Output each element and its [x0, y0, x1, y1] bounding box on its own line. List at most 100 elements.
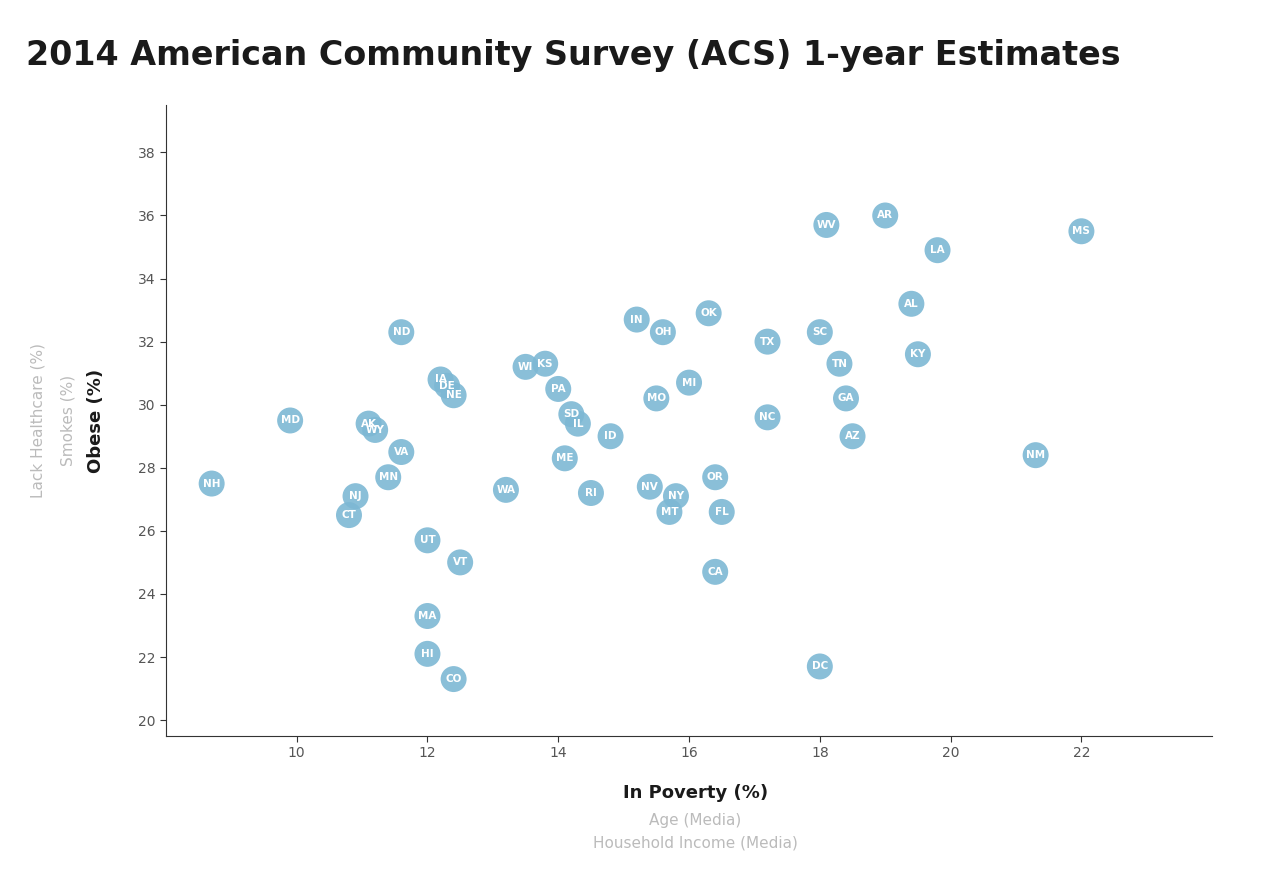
- Point: [875, 208, 896, 223]
- Text: Household Income (Media): Household Income (Media): [593, 835, 798, 851]
- Text: MO: MO: [647, 393, 666, 404]
- Text: NC: NC: [759, 413, 776, 422]
- Point: [901, 297, 921, 311]
- Point: [444, 388, 464, 402]
- Point: [712, 505, 732, 519]
- Point: [1072, 224, 1092, 238]
- Point: [417, 646, 438, 661]
- Text: RI: RI: [584, 488, 597, 498]
- Text: MD: MD: [281, 415, 300, 426]
- Text: TN: TN: [832, 358, 847, 369]
- Text: AR: AR: [877, 210, 893, 221]
- Point: [378, 470, 398, 484]
- Text: Obese (%): Obese (%): [87, 369, 105, 472]
- Text: KY: KY: [910, 350, 925, 359]
- Text: MS: MS: [1072, 226, 1091, 237]
- Text: Lack Healthcare (%): Lack Healthcare (%): [31, 343, 46, 498]
- Text: NM: NM: [1026, 450, 1045, 460]
- Text: WV: WV: [817, 220, 836, 230]
- Text: Age (Media): Age (Media): [649, 813, 741, 829]
- Point: [495, 483, 516, 497]
- Point: [202, 477, 222, 491]
- Point: [666, 489, 686, 503]
- Point: [842, 429, 863, 443]
- Text: LA: LA: [930, 245, 944, 255]
- Point: [359, 417, 379, 431]
- Point: [549, 382, 569, 396]
- Point: [430, 372, 450, 386]
- Point: [928, 244, 948, 258]
- Text: MN: MN: [379, 472, 398, 483]
- Text: VA: VA: [394, 447, 408, 457]
- Point: [698, 307, 718, 321]
- Point: [516, 360, 536, 374]
- Point: [639, 480, 660, 494]
- Text: UT: UT: [420, 535, 435, 546]
- Text: HI: HI: [421, 649, 434, 659]
- Text: IN: IN: [630, 314, 643, 325]
- Point: [568, 417, 588, 431]
- Point: [436, 378, 457, 392]
- Text: CA: CA: [707, 567, 723, 577]
- Point: [555, 451, 575, 465]
- Text: NH: NH: [203, 478, 221, 489]
- Point: [829, 357, 850, 371]
- Text: OK: OK: [701, 308, 717, 318]
- Point: [679, 376, 699, 390]
- Point: [346, 489, 366, 503]
- Text: SC: SC: [813, 327, 827, 337]
- Text: ID: ID: [605, 431, 616, 442]
- Text: In Poverty (%): In Poverty (%): [623, 784, 768, 802]
- Text: DC: DC: [812, 661, 828, 672]
- Point: [627, 313, 647, 327]
- Text: OR: OR: [707, 472, 723, 483]
- Text: AK: AK: [361, 419, 376, 428]
- Text: NE: NE: [445, 390, 462, 400]
- Text: TX: TX: [760, 336, 775, 347]
- Text: AL: AL: [905, 299, 919, 309]
- Text: NV: NV: [642, 482, 658, 491]
- Point: [417, 533, 438, 548]
- Text: WY: WY: [366, 425, 384, 435]
- Point: [704, 565, 725, 579]
- Point: [646, 392, 666, 406]
- Point: [535, 357, 555, 371]
- Point: [279, 413, 300, 427]
- Text: GA: GA: [838, 393, 854, 404]
- Text: DE: DE: [439, 381, 456, 391]
- Text: WI: WI: [518, 362, 533, 372]
- Text: NY: NY: [667, 491, 684, 501]
- Text: MA: MA: [419, 611, 436, 621]
- Point: [365, 423, 385, 437]
- Point: [339, 508, 360, 522]
- Point: [417, 609, 438, 623]
- Point: [660, 505, 680, 519]
- Point: [1026, 449, 1046, 463]
- Point: [390, 325, 411, 339]
- Text: SD: SD: [563, 409, 579, 420]
- Text: CO: CO: [445, 674, 462, 684]
- Text: NJ: NJ: [350, 491, 362, 501]
- Text: VT: VT: [453, 557, 468, 568]
- Point: [817, 218, 837, 232]
- Text: IL: IL: [573, 419, 583, 428]
- Point: [758, 335, 778, 349]
- Point: [390, 445, 411, 459]
- Text: ME: ME: [556, 453, 573, 463]
- Point: [809, 325, 829, 339]
- Text: CT: CT: [342, 510, 356, 520]
- Point: [836, 392, 856, 406]
- Text: IA: IA: [435, 374, 447, 385]
- Text: FL: FL: [715, 507, 729, 517]
- Text: ND: ND: [393, 327, 410, 337]
- Point: [907, 347, 928, 361]
- Point: [581, 486, 601, 500]
- Text: OH: OH: [655, 327, 671, 337]
- Point: [561, 407, 582, 421]
- Point: [704, 470, 725, 484]
- Text: MI: MI: [681, 378, 697, 388]
- Text: AZ: AZ: [845, 431, 860, 442]
- Text: PA: PA: [551, 384, 565, 394]
- Point: [653, 325, 674, 339]
- Text: WA: WA: [496, 484, 516, 495]
